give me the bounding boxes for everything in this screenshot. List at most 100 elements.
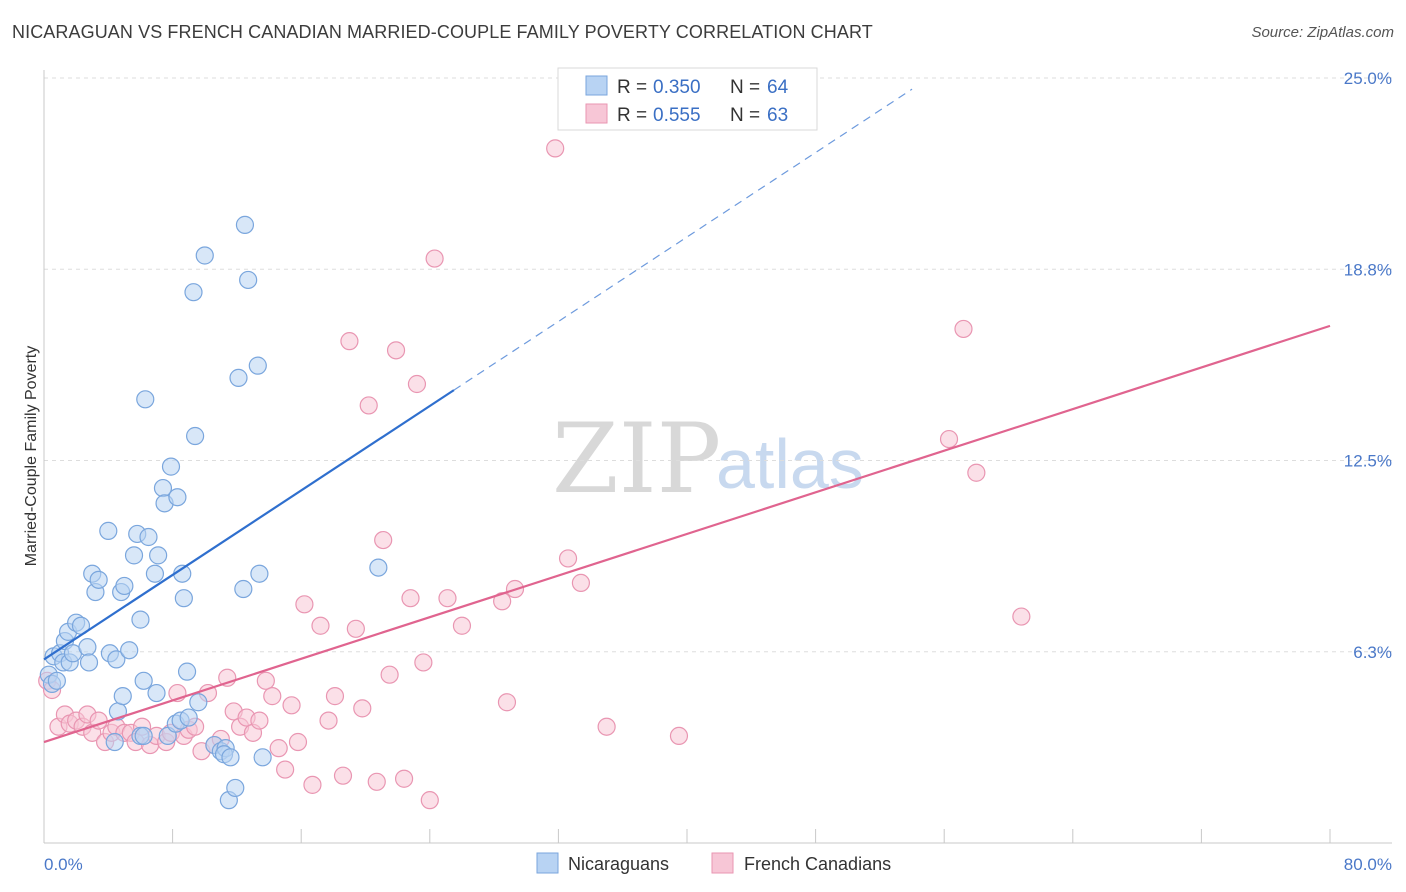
point-nicaraguan [145,564,165,583]
legend-r-label-2: R = [617,105,647,126]
point-french-canadian [303,775,322,794]
point-nicaraguan [226,778,245,798]
source-credit: Source: ZipAtlas.com [1251,24,1394,41]
legend-r-value-2: 0.555 [653,105,701,126]
point-french-canadian [256,671,275,690]
point-french-canadian [452,616,472,635]
legend-n-value-1: 64 [767,77,789,98]
point-nicaraguan [239,270,258,290]
trendlines [43,88,1331,744]
point-nicaraguan [250,564,269,583]
point-french-canadian [288,732,308,752]
point-nicaraguan [79,653,99,672]
x-tick-label-min: 0.0% [44,855,83,874]
nicaraguans-points [39,215,388,810]
legend-swatch-nicaraguans [585,75,608,96]
point-nicaraguan [195,246,214,265]
point-nicaraguan [47,671,66,690]
legend-swatch-french-canadians [585,103,608,124]
point-nicaraguan [177,662,197,681]
point-french-canadian [497,693,517,712]
point-nicaraguan [174,589,193,608]
bottom-legend-swatch-french-canadians [711,852,734,874]
point-french-canadian [250,711,269,730]
point-nicaraguan [136,390,155,409]
correlation-legend: R = 0.350 N = 64 R = 0.555 N = 63 [557,67,818,131]
point-nicaraguan [105,732,124,752]
point-french-canadian [282,696,301,715]
bottom-legend-nicaraguans: Nicaraguans [568,854,669,874]
point-nicaraguan [134,671,153,690]
legend-r-value-1: 0.350 [653,77,701,98]
watermark-atlas: atlas [716,425,864,503]
point-nicaraguan [107,650,126,669]
point-french-canadian [394,769,414,788]
point-french-canadian [333,766,353,785]
point-french-canadian [386,341,406,360]
point-french-canadian [380,665,399,684]
point-nicaraguan [168,488,187,507]
point-french-canadian [401,589,420,608]
point-nicaraguan [179,708,198,727]
point-nicaraguan [153,478,173,498]
point-french-canadian [319,711,338,730]
point-french-canadian [263,687,282,706]
point-nicaraguan [120,641,139,660]
point-french-canadian [954,319,973,339]
point-nicaraguan [369,558,388,577]
point-nicaraguan [134,726,153,746]
point-french-canadian [407,374,427,394]
legend-n-value-2: 63 [767,105,788,126]
y-tick-label: 6.3% [1353,643,1392,662]
point-french-canadian [340,332,359,351]
point-french-canadian [939,429,959,449]
gridlines [44,77,1392,653]
point-nicaraguan [131,610,150,629]
point-french-canadian [374,530,393,550]
point-nicaraguan [229,368,248,387]
point-french-canadian [967,463,986,482]
point-nicaraguan [189,693,208,712]
y-tick-labels: 6.3% 12.5% 18.8% 25.0% [1344,69,1392,662]
point-nicaraguan [253,748,272,767]
point-french-canadian [546,139,565,158]
point-french-canadian [597,717,616,736]
point-french-canadian [276,760,295,779]
axes [43,70,1392,844]
point-nicaraguan [248,356,267,375]
trendline-nicaraguans-extension [453,88,913,391]
point-nicaraguan [186,426,205,446]
series-legend: Nicaraguans French Canadians [536,852,891,874]
point-french-canadian [1012,607,1031,626]
point-french-canadian [311,616,330,635]
point-french-canadian [367,772,386,791]
legend-n-label-2: N = [730,105,760,126]
point-nicaraguan [139,527,158,547]
point-nicaraguan [99,521,118,540]
y-axis-label: Married-Couple Family Poverty [23,346,40,567]
legend-n-label-1: N = [730,77,760,98]
point-nicaraguan [234,579,253,599]
trendline-french-canadians [43,324,1331,744]
trendline-nicaraguans [43,389,455,661]
point-french-canadian [353,699,372,718]
watermark-zip: ZIP [552,403,721,515]
chart-title: NICARAGUAN VS FRENCH CANADIAN MARRIED-CO… [12,22,873,42]
y-tick-label: 18.8% [1344,260,1392,279]
point-nicaraguan [161,457,181,476]
point-nicaraguan [147,683,166,703]
point-french-canadian [420,791,439,810]
point-nicaraguan [235,215,255,234]
y-tick-label: 25.0% [1344,69,1392,88]
point-french-canadian [346,619,365,638]
point-nicaraguan [78,638,97,657]
point-nicaraguan [184,283,203,302]
french-canadians-points [38,139,1031,810]
point-nicaraguan [115,576,134,596]
point-french-canadian [325,687,345,706]
point-nicaraguan [221,748,240,767]
bottom-legend-swatch-nicaraguans [536,852,559,874]
point-french-canadian [571,573,591,593]
x-tick-label-max: 80.0% [1344,855,1392,874]
